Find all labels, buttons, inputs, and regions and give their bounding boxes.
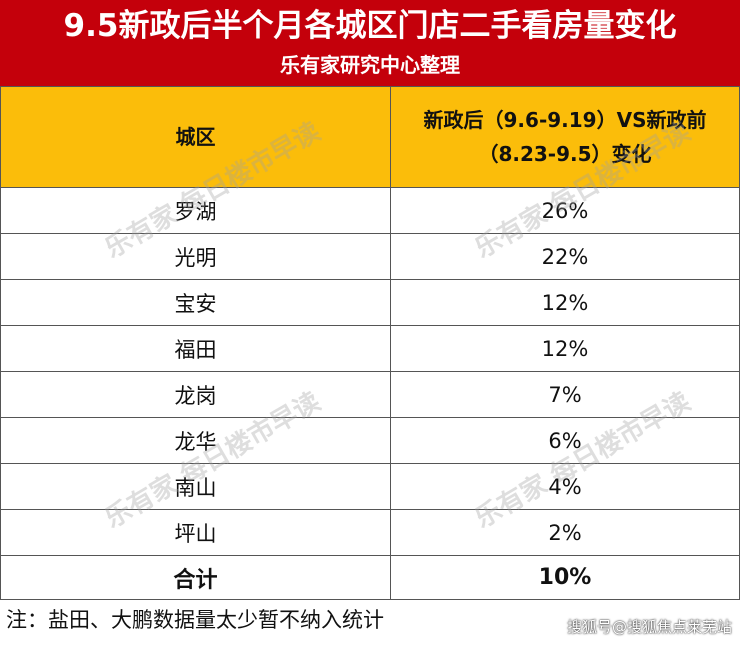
table-row: 光明 22% (0, 233, 740, 280)
table-header: 城区 新政后（9.6-9.19）VS新政前 （8.23-9.5）变化 (0, 86, 740, 188)
change-cell: 12% (390, 279, 740, 326)
header-change: 新政后（9.6-9.19）VS新政前 （8.23-9.5）变化 (390, 86, 740, 188)
total-row: 合计 10% (0, 555, 740, 600)
table-row: 南山 4% (0, 463, 740, 510)
total-value: 10% (390, 555, 740, 600)
header-district: 城区 (0, 86, 391, 188)
district-cell: 光明 (0, 233, 391, 280)
district-cell: 罗湖 (0, 187, 391, 234)
district-cell: 龙岗 (0, 371, 391, 418)
change-cell: 4% (390, 463, 740, 510)
total-label: 合计 (0, 555, 391, 600)
district-cell: 福田 (0, 325, 391, 372)
page-subtitle: 乐有家研究中心整理 (280, 53, 460, 77)
district-cell: 坪山 (0, 509, 391, 556)
footnote: 注：盐田、大鹏数据量太少暂不纳入统计 (6, 608, 384, 632)
header-change-line1: 新政后（9.6-9.19）VS新政前 (423, 108, 707, 132)
district-cell: 南山 (0, 463, 391, 510)
change-cell: 2% (390, 509, 740, 556)
table-row: 龙岗 7% (0, 371, 740, 418)
table-row: 坪山 2% (0, 509, 740, 556)
table-row: 龙华 6% (0, 417, 740, 464)
table-row: 宝安 12% (0, 279, 740, 326)
header-change-line2: （8.23-9.5）变化 (478, 142, 652, 166)
table-row: 福田 12% (0, 325, 740, 372)
title-bar: 9.5新政后半个月各城区门店二手看房量变化 乐有家研究中心整理 (0, 0, 740, 86)
data-table: 城区 新政后（9.6-9.19）VS新政前 （8.23-9.5）变化 罗湖 26% 光… (0, 86, 740, 600)
change-cell: 6% (390, 417, 740, 464)
change-cell: 12% (390, 325, 740, 372)
page-title: 9.5新政后半个月各城区门店二手看房量变化 (63, 8, 677, 44)
change-cell: 26% (390, 187, 740, 234)
table-row: 罗湖 26% (0, 187, 740, 234)
district-cell: 龙华 (0, 417, 391, 464)
change-cell: 7% (390, 371, 740, 418)
source-credit: 搜狐号@搜狐焦点莱芜站 (566, 618, 732, 636)
district-cell: 宝安 (0, 279, 391, 326)
change-cell: 22% (390, 233, 740, 280)
